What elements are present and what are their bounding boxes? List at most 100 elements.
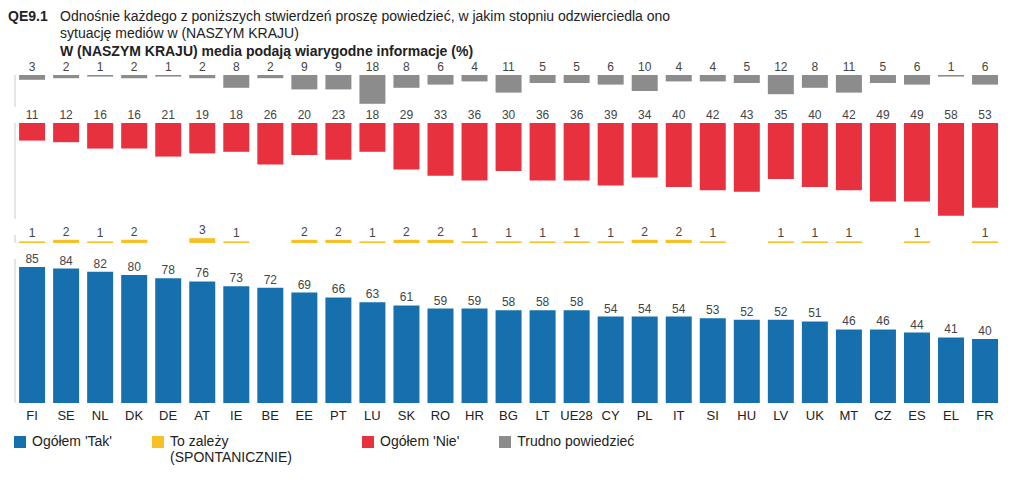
svg-text:IT: IT bbox=[673, 408, 685, 423]
svg-text:11: 11 bbox=[502, 60, 515, 74]
svg-text:3: 3 bbox=[199, 223, 206, 237]
svg-text:LT: LT bbox=[535, 408, 549, 423]
svg-text:1: 1 bbox=[369, 226, 376, 240]
svg-text:53: 53 bbox=[978, 108, 992, 122]
svg-text:SK: SK bbox=[398, 408, 416, 423]
svg-text:63: 63 bbox=[366, 287, 380, 301]
svg-text:16: 16 bbox=[128, 108, 142, 122]
svg-text:34: 34 bbox=[638, 108, 652, 122]
svg-text:UK: UK bbox=[806, 408, 824, 423]
svg-text:2: 2 bbox=[641, 225, 648, 239]
svg-text:54: 54 bbox=[604, 302, 618, 316]
svg-text:61: 61 bbox=[400, 290, 414, 304]
svg-text:2: 2 bbox=[301, 225, 308, 239]
svg-text:36: 36 bbox=[468, 108, 482, 122]
svg-text:1: 1 bbox=[471, 226, 478, 240]
svg-text:49: 49 bbox=[876, 108, 890, 122]
svg-text:33: 33 bbox=[434, 108, 448, 122]
svg-text:IE: IE bbox=[230, 408, 243, 423]
svg-text:SE: SE bbox=[57, 408, 75, 423]
svg-text:2: 2 bbox=[131, 60, 138, 74]
svg-text:2: 2 bbox=[199, 60, 206, 74]
svg-text:18: 18 bbox=[366, 108, 380, 122]
svg-text:12: 12 bbox=[59, 108, 73, 122]
svg-text:5: 5 bbox=[573, 60, 580, 74]
svg-text:58: 58 bbox=[536, 295, 550, 309]
svg-text:4: 4 bbox=[471, 60, 478, 74]
svg-text:2: 2 bbox=[335, 225, 342, 239]
svg-text:2: 2 bbox=[63, 60, 70, 74]
svg-text:8: 8 bbox=[403, 60, 410, 74]
svg-text:4: 4 bbox=[675, 60, 682, 74]
svg-text:1: 1 bbox=[539, 226, 546, 240]
svg-text:26: 26 bbox=[264, 108, 278, 122]
svg-text:52: 52 bbox=[774, 305, 788, 319]
svg-text:18: 18 bbox=[366, 60, 380, 74]
svg-text:1: 1 bbox=[607, 226, 614, 240]
svg-text:52: 52 bbox=[740, 305, 754, 319]
svg-text:FI: FI bbox=[26, 408, 38, 423]
svg-text:2: 2 bbox=[437, 225, 444, 239]
svg-text:6: 6 bbox=[914, 60, 921, 74]
svg-text:16: 16 bbox=[93, 108, 107, 122]
svg-text:6: 6 bbox=[982, 60, 989, 74]
svg-text:HR: HR bbox=[465, 408, 484, 423]
svg-text:HU: HU bbox=[737, 408, 756, 423]
svg-text:1: 1 bbox=[914, 226, 921, 240]
svg-text:1: 1 bbox=[846, 226, 853, 240]
svg-text:9: 9 bbox=[301, 60, 308, 74]
svg-text:1: 1 bbox=[812, 226, 819, 240]
svg-text:LV: LV bbox=[773, 408, 788, 423]
svg-text:1: 1 bbox=[948, 60, 955, 74]
svg-text:DE: DE bbox=[159, 408, 177, 423]
svg-text:43: 43 bbox=[740, 108, 754, 122]
svg-text:54: 54 bbox=[638, 302, 652, 316]
svg-text:PT: PT bbox=[330, 408, 347, 423]
svg-text:SI: SI bbox=[707, 408, 719, 423]
svg-text:3: 3 bbox=[29, 60, 36, 74]
svg-text:2: 2 bbox=[267, 60, 274, 74]
svg-text:46: 46 bbox=[842, 314, 856, 328]
svg-text:82: 82 bbox=[93, 257, 107, 271]
svg-text:2: 2 bbox=[403, 225, 410, 239]
svg-text:RO: RO bbox=[431, 408, 451, 423]
svg-text:40: 40 bbox=[672, 108, 686, 122]
svg-text:CY: CY bbox=[602, 408, 620, 423]
svg-text:58: 58 bbox=[502, 295, 516, 309]
svg-text:1: 1 bbox=[982, 226, 989, 240]
svg-text:AT: AT bbox=[194, 408, 210, 423]
svg-text:44: 44 bbox=[910, 318, 924, 332]
svg-text:ES: ES bbox=[908, 408, 926, 423]
svg-text:10: 10 bbox=[638, 60, 652, 74]
svg-text:MT: MT bbox=[839, 408, 858, 423]
svg-text:11: 11 bbox=[26, 108, 39, 122]
svg-text:8: 8 bbox=[233, 60, 240, 74]
svg-text:5: 5 bbox=[880, 60, 887, 74]
svg-text:2: 2 bbox=[131, 225, 138, 239]
svg-text:29: 29 bbox=[400, 108, 414, 122]
svg-text:BE: BE bbox=[262, 408, 280, 423]
svg-text:49: 49 bbox=[910, 108, 924, 122]
svg-text:59: 59 bbox=[434, 294, 448, 308]
svg-text:30: 30 bbox=[502, 108, 516, 122]
svg-text:80: 80 bbox=[128, 260, 142, 274]
svg-text:6: 6 bbox=[607, 60, 614, 74]
svg-text:42: 42 bbox=[842, 108, 856, 122]
svg-text:23: 23 bbox=[332, 108, 346, 122]
svg-text:36: 36 bbox=[536, 108, 550, 122]
svg-text:85: 85 bbox=[25, 252, 39, 266]
svg-text:76: 76 bbox=[196, 266, 210, 280]
svg-text:2: 2 bbox=[675, 225, 682, 239]
svg-text:NL: NL bbox=[92, 408, 109, 423]
svg-text:1: 1 bbox=[97, 60, 104, 74]
svg-text:FR: FR bbox=[976, 408, 993, 423]
svg-text:8: 8 bbox=[812, 60, 819, 74]
svg-text:1: 1 bbox=[97, 226, 104, 240]
svg-text:54: 54 bbox=[672, 302, 686, 316]
svg-text:1: 1 bbox=[573, 226, 580, 240]
svg-text:5: 5 bbox=[743, 60, 750, 74]
svg-text:46: 46 bbox=[876, 314, 890, 328]
svg-text:9: 9 bbox=[335, 60, 342, 74]
svg-text:40: 40 bbox=[808, 108, 822, 122]
svg-text:EE: EE bbox=[296, 408, 314, 423]
